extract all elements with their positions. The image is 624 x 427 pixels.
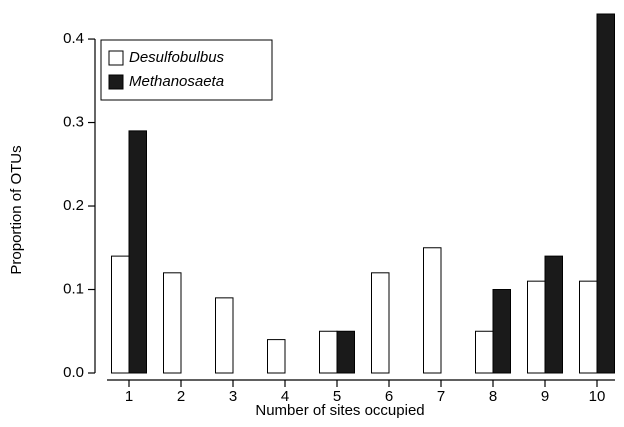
x-tick-label: 5 — [333, 388, 341, 405]
x-tick-label: 1 — [125, 388, 133, 405]
bar — [579, 280, 598, 374]
bar — [111, 255, 130, 374]
legend-swatch — [108, 50, 124, 66]
bar — [596, 13, 615, 374]
bar — [267, 339, 286, 374]
y-axis-label: Proportion of OTUs — [8, 145, 25, 274]
bar — [475, 330, 494, 374]
y-tick-label: 0.1 — [63, 280, 84, 297]
y-tick-label: 0.2 — [63, 197, 84, 214]
x-tick-label: 2 — [177, 388, 185, 405]
x-tick-label: 9 — [541, 388, 549, 405]
x-tick-label: 7 — [437, 388, 445, 405]
legend-swatch — [108, 74, 124, 90]
bar — [163, 272, 182, 374]
x-axis-label: Number of sites occupied — [255, 402, 424, 419]
bar — [423, 247, 442, 374]
x-tick-label: 8 — [489, 388, 497, 405]
bar — [215, 297, 234, 374]
bar — [544, 255, 563, 374]
bar — [371, 272, 390, 374]
bar — [128, 130, 147, 374]
x-tick-label: 3 — [229, 388, 237, 405]
x-tick-label: 6 — [385, 388, 393, 405]
x-tick-label: 4 — [281, 388, 289, 405]
bar — [527, 280, 546, 374]
y-tick-label: 0.3 — [63, 114, 84, 131]
bar — [492, 289, 511, 374]
legend-box — [100, 39, 273, 101]
legend-label: Desulfobulbus — [129, 49, 225, 66]
bar — [319, 330, 338, 374]
legend-label: Methanosaeta — [129, 73, 224, 90]
bar — [336, 330, 355, 374]
x-tick-label: 10 — [589, 388, 606, 405]
y-tick-label: 0.4 — [63, 30, 84, 47]
y-tick-label: 0.0 — [63, 364, 84, 381]
